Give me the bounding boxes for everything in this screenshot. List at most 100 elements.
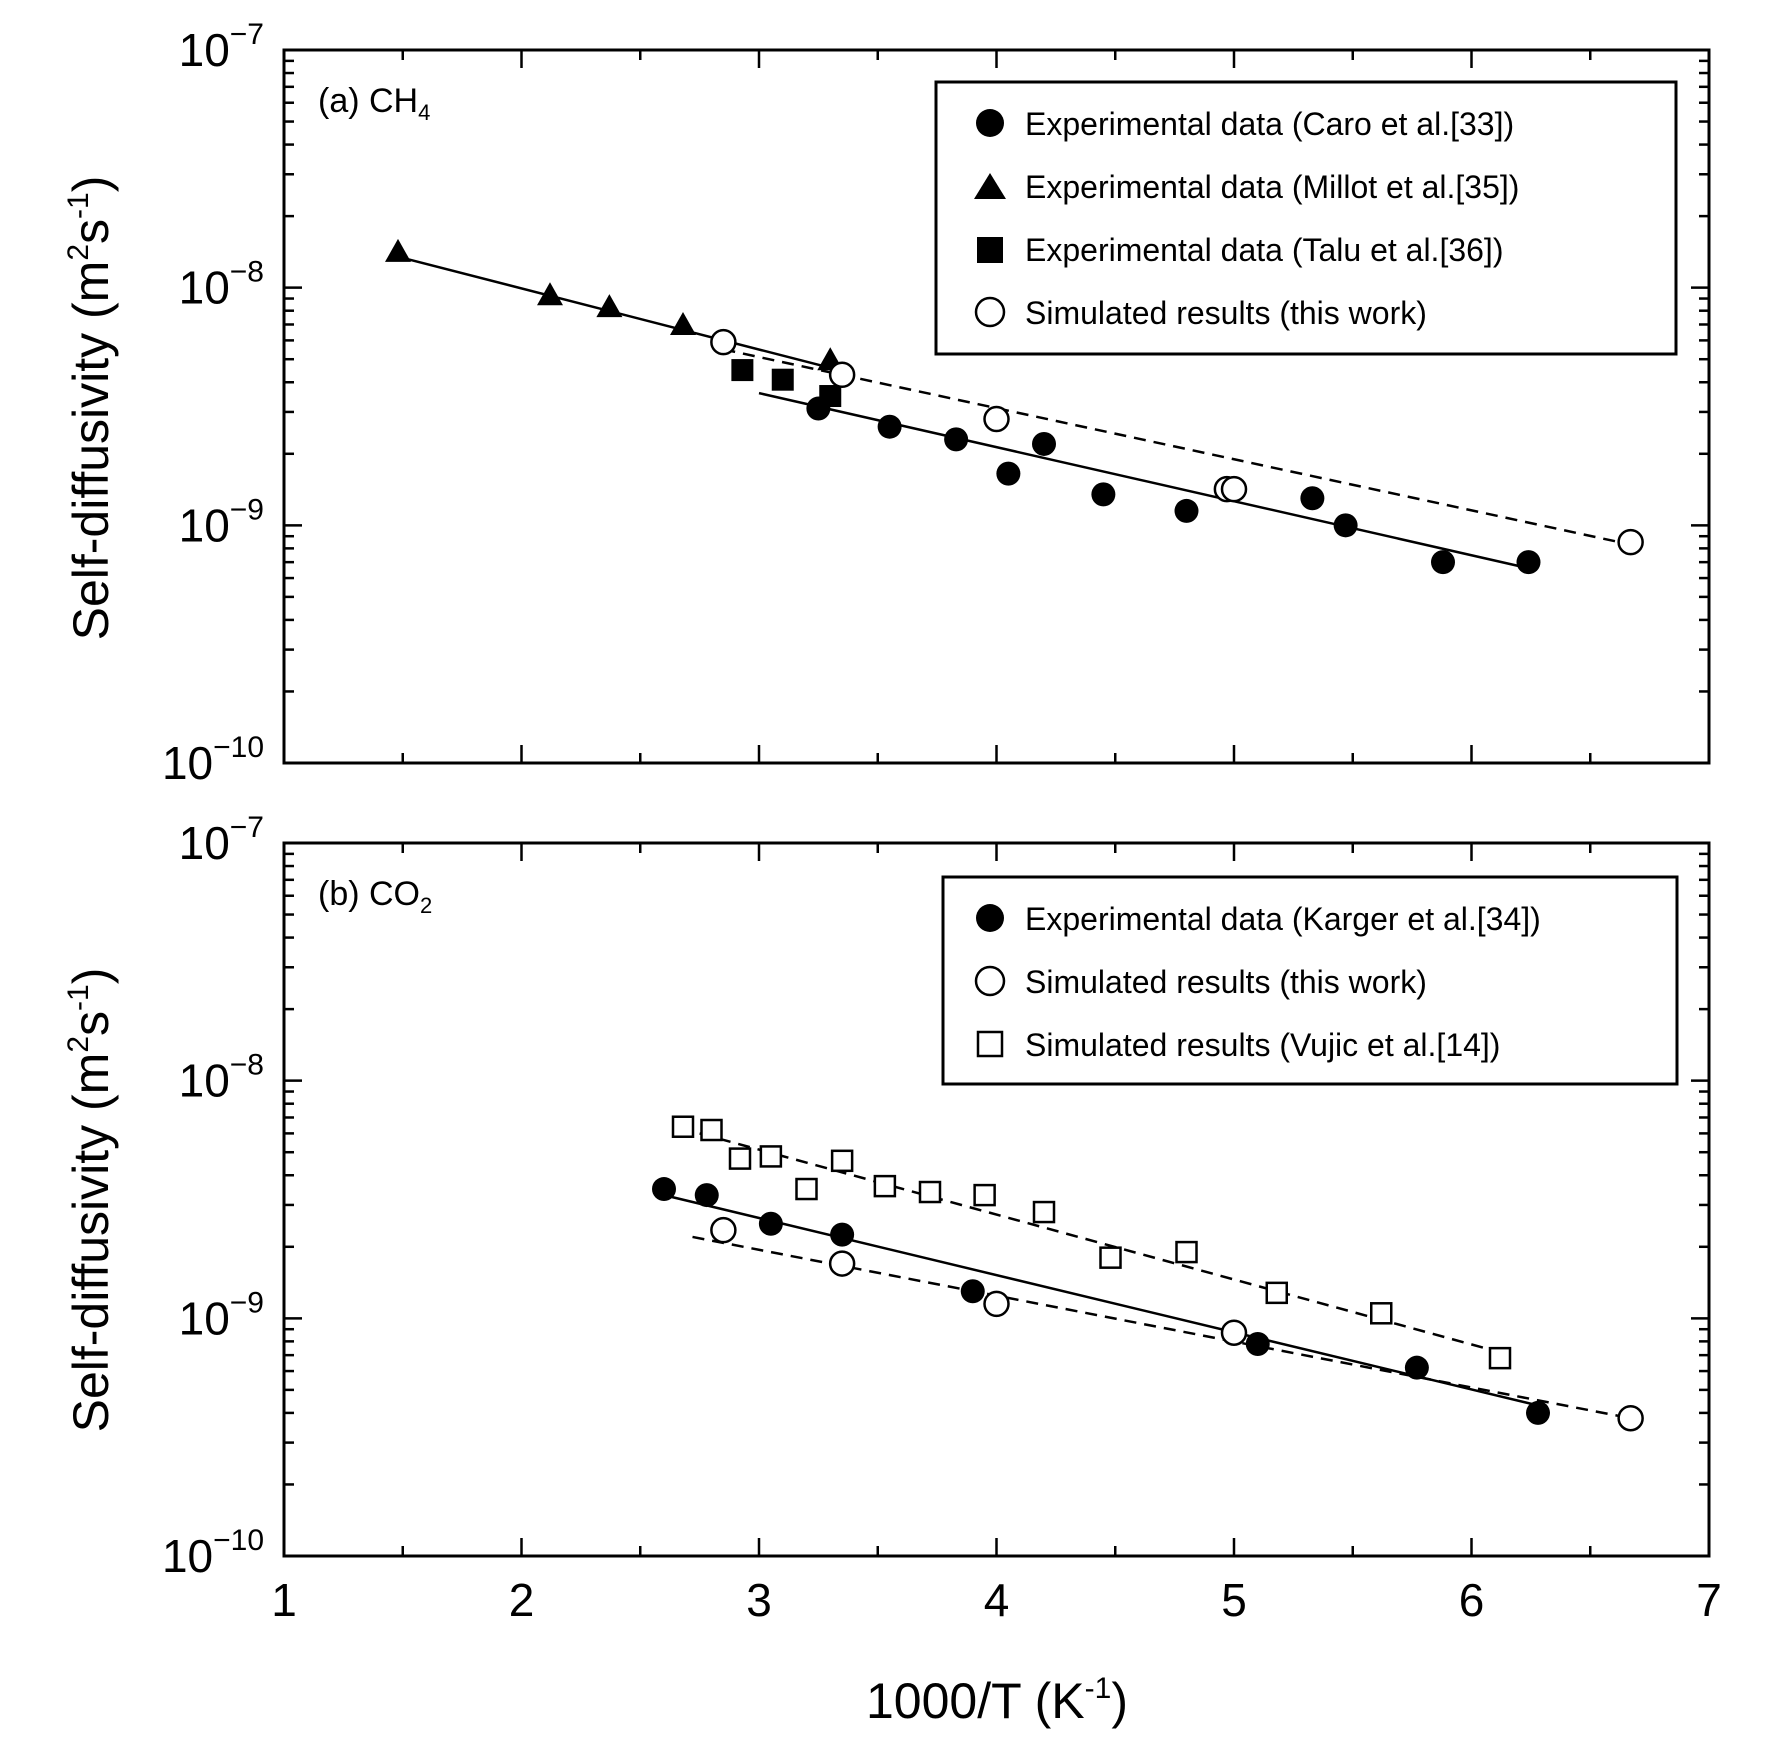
legend-b-marker-vujic [976,1030,1004,1058]
data-point-a-1 [670,311,696,335]
panel-b-legend: Experimental data (Karger et al.[34]) Si… [941,875,1679,1086]
panel-b-y-axis-label: Self-diffusivity (m2s-1) [62,968,119,1433]
data-point-b-1 [1617,1404,1644,1432]
fit-line-b-0 [663,1193,1539,1407]
x-tick-label: 6 [1459,1574,1485,1626]
data-point-a-2 [731,359,754,382]
data-point-b-1 [828,1250,856,1277]
panel-b-y-tick-labels: 10−7 10−8 10−9 10−10 [162,811,264,1582]
fit-line-b-2 [699,1132,1501,1354]
panel-b-data-points [652,1115,1644,1432]
data-point-b-2 [1265,1281,1288,1305]
data-point-b-0 [1526,1400,1550,1425]
data-point-b-1 [1220,1319,1248,1346]
legend-a-text-millot: Experimental data (Millot et al.[35]) [1025,169,1519,205]
data-point-b-0 [652,1177,676,1202]
data-point-b-2 [830,1149,854,1173]
legend-a-text-talu: Experimental data (Talu et al.[36]) [1025,232,1503,268]
data-point-b-0 [1404,1355,1429,1380]
legend-a-marker-caro [976,109,1004,137]
y-tick-label: 10−7 [179,18,264,76]
x-tick-label: 4 [984,1574,1010,1626]
data-point-b-2 [671,1115,695,1138]
data-point-b-2 [1370,1302,1393,1325]
data-point-b-1 [983,1290,1010,1318]
data-point-a-0 [1032,431,1056,456]
panel-b-ticks [282,843,1711,1558]
fit-line-a-0 [758,391,1529,570]
y-tick-label: 10−9 [179,493,264,551]
data-point-b-2 [873,1174,897,1198]
data-point-b-2 [1488,1346,1512,1370]
y-tick-label: 10−10 [162,731,264,789]
data-point-a-0 [1333,513,1358,538]
data-point-b-0 [694,1183,719,1208]
data-point-b-2 [700,1118,723,1142]
x-tick-labels: 1 2 3 4 5 6 7 [271,1574,1722,1626]
legend-a-marker-simulated [974,296,1006,328]
data-point-b-2 [1099,1246,1122,1269]
panel-a-label: (a) CH4 [318,82,430,125]
y-tick-label: 10−10 [162,1524,264,1582]
panel-b-co2: 10−7 10−8 10−9 10−10 1 2 3 4 5 6 7 (b) CO2 Self-d… [62,811,1722,1729]
y-tick-label: 10−9 [179,1286,264,1344]
data-point-b-2 [759,1145,783,1168]
legend-b-marker-karger [976,904,1004,932]
legend-a-text-simulated: Simulated results (this work) [1025,295,1427,331]
panel-a-ticks [282,50,1711,765]
legend-a-marker-talu [977,237,1003,263]
panel-a-legend: Experimental data (Caro et al.[33]) Expe… [934,80,1678,356]
data-point-b-2 [795,1177,818,1201]
panel-a-ch4: 10−7 10−8 10−9 10−10 (a) CH4 Self-diffusivi… [62,18,1711,789]
data-point-a-1 [596,294,623,318]
panel-a-data-points [385,238,1644,575]
legend-b-marker-simulated [974,965,1006,997]
fit-line-a-3 [723,348,1631,546]
data-point-b-0 [758,1211,783,1236]
data-point-b-2 [918,1180,942,1204]
x-tick-label: 5 [1221,1574,1247,1626]
data-point-a-0 [1091,482,1116,507]
data-point-b-2 [728,1147,752,1170]
panel-b-label: (b) CO2 [318,875,432,918]
data-point-a-3 [710,328,737,356]
data-point-a-3 [1617,528,1644,556]
y-tick-label: 10−7 [179,811,264,869]
data-point-b-1 [710,1216,737,1244]
data-point-b-0 [960,1279,985,1304]
x-axis-label: 1000/T (K-1) [866,1672,1128,1729]
data-point-a-3 [1220,475,1248,503]
x-tick-label: 1 [271,1574,297,1626]
legend-b-text-vujic: Simulated results (Vujic et al.[14]) [1025,1027,1500,1063]
data-point-b-2 [973,1183,996,1207]
panel-a-y-axis-label: Self-diffusivity (m2s-1) [62,176,119,641]
data-point-b-2 [1175,1240,1198,1264]
data-point-b-0 [830,1222,855,1247]
y-tick-label: 10−8 [179,256,264,314]
data-point-a-1 [537,282,563,306]
legend-a-text-caro: Experimental data (Caro et al.[33]) [1025,106,1514,142]
legend-b-text-karger: Experimental data (Karger et al.[34]) [1025,901,1541,937]
panel-a-legend-box [934,80,1678,356]
x-tick-label: 7 [1696,1574,1722,1626]
legend-a-marker-millot [974,173,1006,199]
data-point-a-3 [983,405,1010,433]
data-point-a-3 [828,361,856,389]
y-tick-label: 10−8 [179,1049,264,1107]
panel-b-legend-box [941,875,1679,1086]
data-point-a-0 [1431,550,1455,575]
x-tick-label: 2 [509,1574,535,1626]
panel-a-y-tick-labels: 10−7 10−8 10−9 10−10 [162,18,264,789]
data-point-b-0 [1245,1331,1270,1356]
data-point-a-2 [771,368,794,391]
data-point-a-0 [1516,550,1541,575]
legend-b-text-simulated: Simulated results (this work) [1025,964,1427,1000]
data-point-a-0 [1300,486,1325,511]
data-point-a-0 [1174,498,1199,523]
x-tick-label: 3 [746,1574,772,1626]
panel-b-fit-lines [663,1132,1631,1420]
data-point-a-2 [819,385,842,408]
data-point-a-0 [944,427,969,452]
data-point-b-2 [1032,1200,1056,1224]
